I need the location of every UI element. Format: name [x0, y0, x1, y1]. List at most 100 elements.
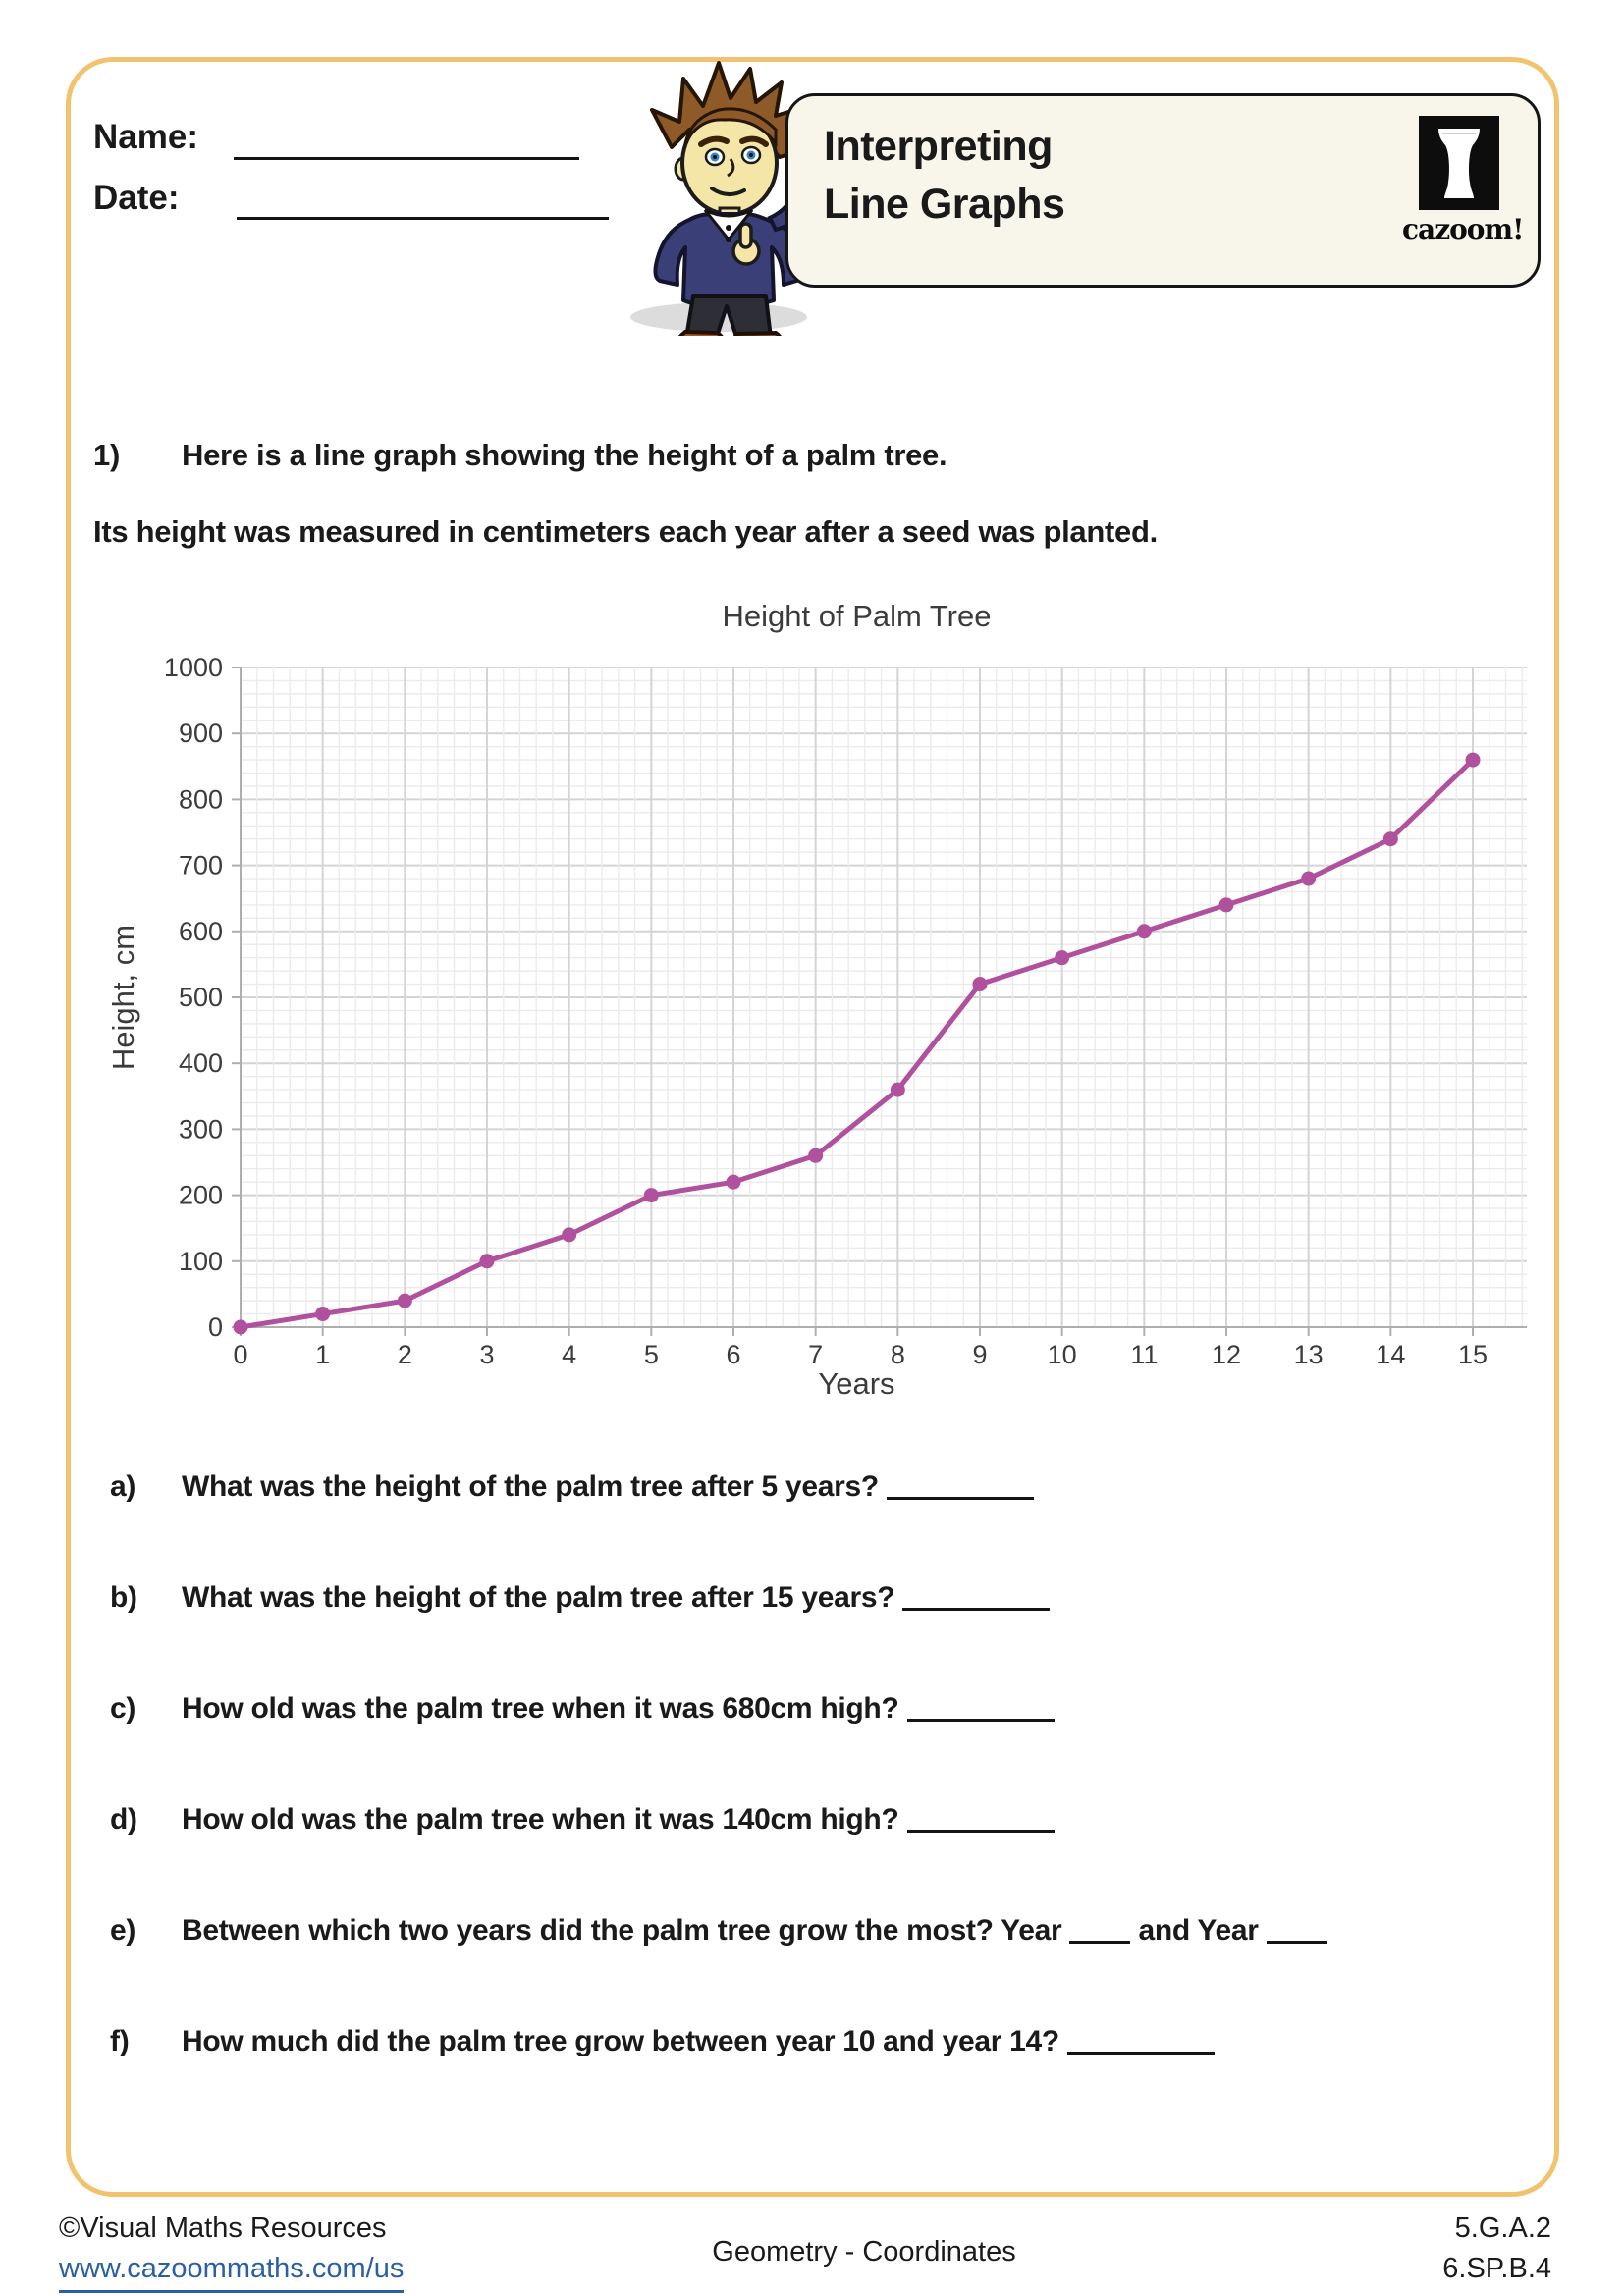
x-axis-label: Years — [818, 1366, 894, 1401]
question-text-segment: How old was the palm tree when it was 68… — [182, 1692, 907, 1725]
question-text: How old was the palm tree when it was 68… — [182, 1692, 1534, 1726]
standard-code-2: 6.SP.B.4 — [1442, 2253, 1551, 2284]
svg-text:0: 0 — [208, 1312, 223, 1342]
name-input-line[interactable] — [234, 157, 579, 160]
question-letter: c) — [110, 1692, 136, 1725]
question-intro-line2: Its height was measured in centimeters e… — [93, 514, 1158, 549]
data-point — [1465, 752, 1481, 768]
data-point — [479, 1254, 495, 1269]
svg-text:15: 15 — [1458, 1340, 1488, 1369]
worksheet-title: Interpreting Line Graphs — [824, 118, 1065, 234]
question-text: How much did the palm tree grow between … — [182, 2025, 1534, 2058]
answer-blank[interactable] — [906, 1697, 1055, 1722]
answer-blank[interactable] — [886, 1475, 1034, 1500]
svg-text:7: 7 — [808, 1340, 823, 1369]
svg-text:500: 500 — [179, 983, 223, 1012]
data-series-line — [238, 757, 1476, 1330]
svg-text:8: 8 — [891, 1340, 905, 1369]
question-text-segment: What was the height of the palm tree aft… — [182, 1581, 903, 1614]
question-row-c: c) How old was the palm tree when it was … — [110, 1692, 1534, 1726]
question-row-f: f) How much did the palm tree grow betwee… — [110, 2025, 1534, 2058]
date-input-line[interactable] — [237, 217, 609, 220]
svg-text:4: 4 — [562, 1340, 576, 1369]
svg-text:600: 600 — [179, 917, 223, 946]
chart-title: Height of Palm Tree — [723, 599, 992, 633]
answer-blank[interactable] — [906, 1808, 1055, 1833]
question-intro-line1: Here is a line graph showing the height … — [182, 438, 947, 472]
answer-blank[interactable] — [1066, 2030, 1215, 2055]
question-row-a: a) What was the height of the palm tree a… — [110, 1470, 1534, 1504]
date-label: Date: — [93, 179, 180, 217]
worksheet-title-box: Interpreting Line Graphs cazoom! — [785, 93, 1541, 288]
svg-text:100: 100 — [179, 1247, 223, 1276]
footer-website-link[interactable]: www.cazoommaths.com/us — [59, 2249, 405, 2293]
sweater — [653, 212, 805, 310]
data-point — [1301, 871, 1317, 886]
data-point — [1382, 831, 1398, 847]
question-text-segment: Between which two years did the palm tre… — [182, 1914, 1070, 1947]
question-row-e: e) Between which two years did the palm t… — [110, 1914, 1534, 1948]
question-text-segment: and Year — [1130, 1914, 1267, 1947]
data-point — [1136, 924, 1152, 939]
data-point — [562, 1227, 577, 1243]
question-number: 1) — [93, 438, 120, 472]
question-letter: d) — [110, 1803, 137, 1836]
question-text-segment: What was the height of the palm tree aft… — [182, 1470, 887, 1503]
svg-text:12: 12 — [1212, 1340, 1241, 1369]
svg-text:0: 0 — [233, 1340, 247, 1369]
svg-text:200: 200 — [179, 1181, 223, 1210]
question-text: What was the height of the palm tree aft… — [182, 1470, 1534, 1504]
svg-text:3: 3 — [479, 1340, 494, 1369]
cazoom-logo: cazoom! — [1402, 116, 1524, 245]
worksheet-title-line1: Interpreting — [824, 123, 1053, 170]
svg-text:13: 13 — [1294, 1340, 1324, 1369]
svg-text:5: 5 — [644, 1340, 659, 1369]
svg-text:1000: 1000 — [164, 653, 223, 682]
worksheet-title-line2: Line Graphs — [824, 181, 1065, 228]
data-point — [397, 1293, 412, 1308]
svg-text:9: 9 — [972, 1340, 987, 1369]
data-point — [643, 1188, 659, 1203]
logo-wordmark: cazoom! — [1402, 213, 1524, 245]
question-letter: f) — [110, 2025, 130, 2057]
worksheet-border — [66, 57, 1559, 2197]
data-point — [233, 1319, 248, 1335]
data-point — [890, 1082, 905, 1097]
question-row-b: b) What was the height of the palm tree a… — [110, 1581, 1534, 1615]
question-text-segment: How much did the palm tree grow between … — [182, 2025, 1067, 2057]
footer-copyright: ©Visual Maths Resources — [59, 2213, 387, 2244]
name-label: Name: — [93, 118, 198, 156]
svg-text:6: 6 — [726, 1340, 740, 1369]
standard-code-1: 5.G.A.2 — [1454, 2213, 1551, 2244]
svg-text:800: 800 — [179, 784, 223, 814]
answer-blank[interactable] — [1069, 1919, 1131, 1944]
question-text: How old was the palm tree when it was 14… — [182, 1803, 1534, 1837]
svg-text:900: 900 — [179, 719, 223, 748]
question-letter: e) — [110, 1914, 136, 1947]
svg-text:1: 1 — [315, 1340, 330, 1369]
drum-icon — [1419, 116, 1499, 210]
svg-text:10: 10 — [1048, 1340, 1077, 1369]
svg-text:2: 2 — [398, 1340, 412, 1369]
svg-text:300: 300 — [179, 1114, 223, 1144]
question-text: What was the height of the palm tree aft… — [182, 1581, 1534, 1615]
answer-blank[interactable] — [1266, 1919, 1327, 1944]
footer-category: Geometry - Coordinates — [712, 2236, 1016, 2268]
data-point — [726, 1174, 741, 1190]
svg-text:700: 700 — [179, 851, 223, 881]
data-point — [972, 977, 988, 992]
data-point — [808, 1148, 824, 1163]
svg-text:400: 400 — [179, 1048, 223, 1078]
chart-grid — [232, 667, 1527, 1336]
question-text-segment: How old was the palm tree when it was 14… — [182, 1803, 907, 1836]
footer-standard-codes: 5.G.A.2 6.SP.B.4 — [1442, 2209, 1551, 2289]
answer-blank[interactable] — [902, 1586, 1051, 1611]
y-axis-label: Height, cm — [106, 925, 140, 1070]
data-point — [1218, 897, 1234, 913]
question-text: Between which two years did the palm tre… — [182, 1914, 1534, 1948]
question-letter: b) — [110, 1581, 137, 1614]
data-point — [1055, 950, 1070, 966]
question-letter: a) — [110, 1470, 136, 1503]
